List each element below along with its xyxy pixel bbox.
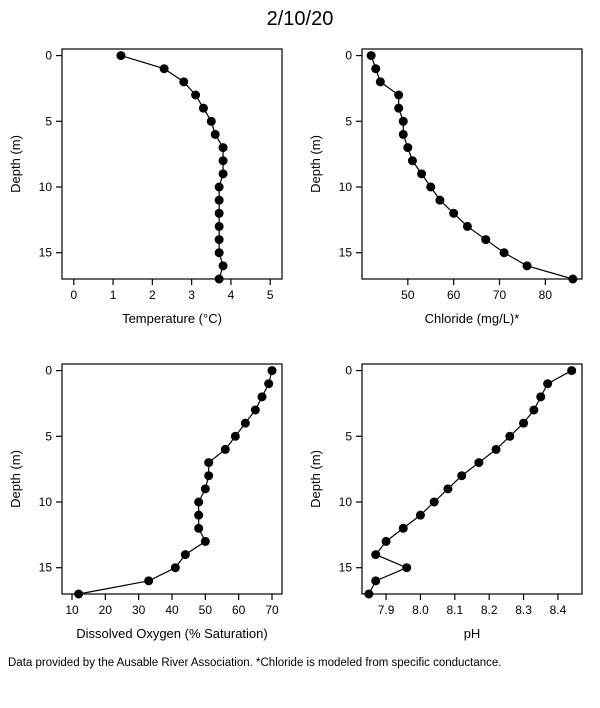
svg-text:80: 80: [539, 288, 553, 302]
svg-text:0: 0: [45, 49, 52, 63]
panel-chloride: 50 60 70 80 0 5 10 15 Chloride (mg/L)* Depth (m): [300, 35, 600, 350]
svg-text:0: 0: [70, 288, 77, 302]
svg-text:8.3: 8.3: [515, 603, 532, 617]
svg-text:Depth (m): Depth (m): [308, 450, 323, 508]
svg-text:5: 5: [45, 429, 52, 443]
svg-text:50: 50: [401, 288, 415, 302]
svg-text:15: 15: [39, 561, 53, 575]
svg-text:60: 60: [447, 288, 461, 302]
svg-text:40: 40: [165, 603, 179, 617]
panel-ph: 7.9 8.0 8.1 8.2 8.3 8.4 0 5 10 15 pH Depth (m): [300, 350, 600, 665]
svg-text:5: 5: [267, 288, 274, 302]
svg-text:pH: pH: [464, 626, 481, 641]
svg-text:Depth (m): Depth (m): [8, 135, 23, 193]
svg-text:0: 0: [345, 364, 352, 378]
svg-text:5: 5: [345, 114, 352, 128]
svg-text:8.4: 8.4: [550, 603, 567, 617]
svg-text:10: 10: [39, 180, 53, 194]
svg-text:Depth (m): Depth (m): [308, 135, 323, 193]
svg-text:20: 20: [99, 603, 113, 617]
svg-text:Dissolved Oxygen (% Saturation: Dissolved Oxygen (% Saturation): [76, 626, 267, 641]
svg-text:0: 0: [45, 364, 52, 378]
svg-text:15: 15: [39, 246, 53, 260]
svg-text:7.9: 7.9: [378, 603, 395, 617]
svg-text:70: 70: [265, 603, 279, 617]
svg-text:10: 10: [339, 180, 353, 194]
svg-text:10: 10: [65, 603, 79, 617]
panel-temperature: 0 1 2 3 4 5 0 5 10 15 Temperature (°C) Depth (m): [0, 35, 300, 350]
svg-text:4: 4: [228, 288, 235, 302]
svg-text:Temperature (°C): Temperature (°C): [122, 311, 222, 326]
svg-text:15: 15: [339, 561, 353, 575]
svg-text:10: 10: [39, 495, 53, 509]
svg-text:70: 70: [493, 288, 507, 302]
svg-text:8.2: 8.2: [481, 603, 498, 617]
svg-text:3: 3: [188, 288, 195, 302]
svg-text:8.1: 8.1: [446, 603, 463, 617]
svg-text:30: 30: [132, 603, 146, 617]
svg-text:10: 10: [339, 495, 353, 509]
svg-text:5: 5: [345, 429, 352, 443]
svg-text:60: 60: [232, 603, 246, 617]
page-title: 2/10/20: [0, 8, 600, 31]
svg-text:Chloride (mg/L)*: Chloride (mg/L)*: [425, 311, 520, 326]
svg-text:2: 2: [149, 288, 156, 302]
chart-grid: 012345051015Temperature (°C)Depth (m) 50…: [0, 35, 600, 655]
svg-text:Depth (m): Depth (m): [8, 450, 23, 508]
svg-text:0: 0: [345, 49, 352, 63]
panel-dissolved-oxygen: 10 20 30 40 50 60 70 0 5 10 15 Dissolved Oxygen (% …: [0, 350, 300, 665]
svg-text:5: 5: [45, 114, 52, 128]
svg-text:15: 15: [339, 246, 353, 260]
svg-text:50: 50: [199, 603, 213, 617]
svg-text:1: 1: [110, 288, 117, 302]
svg-text:8.0: 8.0: [412, 603, 429, 617]
